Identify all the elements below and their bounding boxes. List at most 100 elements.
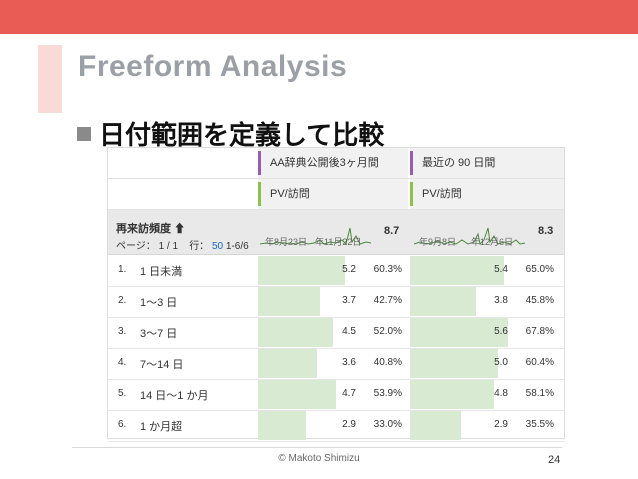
dimension-title: 再来訪頻度	[116, 223, 171, 235]
segment-1-cell: 3.7 42.7%	[258, 286, 408, 317]
percentage-value: 60.3%	[373, 264, 402, 275]
row-index: 6.	[118, 419, 127, 430]
segment-header-2[interactable]: 最近の 90 日間	[410, 148, 564, 178]
sparkline-segment-2	[413, 227, 526, 246]
metric-header-row: PV/訪問 PV/訪問	[108, 179, 564, 210]
segment-total-1: 8.7	[384, 225, 400, 237]
percentage-bar	[258, 349, 317, 378]
paging-controls: ページ： 1 / 1 行： 50 1-6/6	[116, 237, 258, 252]
percentage-value: 67.8%	[525, 326, 554, 337]
percentage-value: 53.9%	[373, 388, 402, 399]
metric-value: 2.9	[494, 419, 508, 430]
sparkline-segment-1	[259, 227, 372, 245]
title-accent-block	[38, 45, 62, 113]
percentage-bar	[410, 380, 494, 409]
bullet-text: 日付範囲を定義して比較	[99, 121, 385, 151]
percentage-bar	[410, 318, 508, 347]
row-index: 2.	[118, 295, 127, 306]
percentage-bar	[258, 287, 320, 316]
metric-value: 3.6	[342, 357, 356, 368]
rows-label: 行：	[189, 241, 210, 252]
row-label[interactable]: 7〜14 日	[140, 359, 184, 371]
segment-1-cell: 4.5 52.0%	[258, 317, 408, 348]
segment-header-1[interactable]: AA辞典公開後3ヶ月間	[258, 148, 408, 178]
row-range: 1-6/6	[225, 241, 249, 252]
segment-2-cell: 2.9 35.5%	[410, 410, 560, 441]
row-index: 3.	[118, 326, 127, 337]
segment-2-cell: 5.4 65.0%	[410, 255, 560, 286]
percentage-bar	[410, 287, 476, 316]
row-label[interactable]: 1 日未満	[140, 266, 183, 278]
percentage-bar	[258, 411, 306, 440]
slide-title: Freeform Analysis	[78, 50, 348, 83]
top-banner	[0, 0, 638, 34]
segment-1-cell: 5.2 60.3%	[258, 255, 408, 286]
metric-value: 3.8	[494, 295, 508, 306]
percentage-value: 40.8%	[373, 357, 402, 368]
freeform-report-table: AA辞典公開後3ヶ月間 最近の 90 日間 PV/訪問 PV/訪問 再来訪頻度 …	[107, 147, 565, 442]
page-label: ページ：	[116, 241, 156, 252]
page-number: 24	[548, 454, 561, 466]
percentage-value: 42.7%	[373, 295, 402, 306]
sparkline-end-date-1: 年11月22日	[315, 237, 362, 247]
row-label[interactable]: 3〜7 日	[140, 328, 178, 340]
segment-color-stripe	[258, 151, 261, 175]
percentage-bar	[410, 349, 498, 378]
dimension-header[interactable]: 再来訪頻度 ⬆	[116, 220, 185, 236]
row-index: 5.	[118, 388, 127, 399]
percentage-value: 35.5%	[525, 419, 554, 430]
metric-value: 5.0	[494, 357, 508, 368]
segment-color-stripe	[410, 151, 413, 175]
percentage-value: 60.4%	[525, 357, 554, 368]
metric-value: 2.9	[342, 419, 356, 430]
footer-divider	[72, 447, 562, 448]
percentage-bar	[258, 380, 336, 409]
segment-2-cell: 5.6 67.8%	[410, 317, 560, 348]
table-row[interactable]: 1. 1 日未満 5.2 60.3% 5.4 65.0%	[108, 255, 564, 287]
table-row[interactable]: 6. 1 か月超 2.9 33.0% 2.9 35.5%	[108, 410, 564, 442]
segment-name-2: 最近の 90 日間	[422, 157, 496, 169]
page-value: 1 / 1	[158, 241, 179, 252]
metric-header-1[interactable]: PV/訪問	[258, 179, 408, 209]
percentage-bar	[258, 256, 345, 285]
metric-value: 4.8	[494, 388, 508, 399]
metric-color-stripe	[410, 182, 413, 206]
table-row[interactable]: 3. 3〜7 日 4.5 52.0% 5.6 67.8%	[108, 317, 564, 349]
segment-1-cell: 3.6 40.8%	[258, 348, 408, 379]
percentage-value: 65.0%	[525, 264, 554, 275]
rows-per-page-select[interactable]: 50	[211, 241, 224, 252]
metric-header-2[interactable]: PV/訪問	[410, 179, 564, 209]
segment-2-cell: 5.0 60.4%	[410, 348, 560, 379]
table-row[interactable]: 2. 1〜3 日 3.7 42.7% 3.8 45.8%	[108, 286, 564, 318]
row-index: 4.	[118, 357, 127, 368]
sparkline-start-date-1: 年8月23日	[265, 237, 308, 247]
segment-2-cell: 4.8 58.1%	[410, 379, 560, 410]
table-row[interactable]: 5. 14 日〜1 か月 4.7 53.9% 4.8 58.1%	[108, 379, 564, 411]
segment-header-row: AA辞典公開後3ヶ月間 最近の 90 日間	[108, 148, 564, 179]
table-row[interactable]: 4. 7〜14 日 3.6 40.8% 5.0 60.4%	[108, 348, 564, 380]
arrow-up-icon: ⬆	[174, 223, 186, 235]
metric-value: 5.2	[342, 264, 356, 275]
sparkline-start-date-2: 年9月8日	[419, 237, 457, 247]
row-label[interactable]: 1〜3 日	[140, 297, 178, 309]
dimension-summary-row: 再来訪頻度 ⬆ ページ： 1 / 1 行： 50 1-6/6 年8月23日 年1…	[108, 210, 564, 255]
segment-1-cell: 2.9 33.0%	[258, 410, 408, 441]
metric-name-2: PV/訪問	[422, 188, 462, 200]
segment-total-2: 8.3	[538, 225, 554, 237]
metric-value: 5.4	[494, 264, 508, 275]
metric-value: 4.5	[342, 326, 356, 337]
row-index: 1.	[118, 264, 127, 275]
row-label[interactable]: 1 か月超	[140, 421, 183, 433]
percentage-bar	[258, 318, 333, 347]
percentage-value: 33.0%	[373, 419, 402, 430]
segment-1-cell: 4.7 53.9%	[258, 379, 408, 410]
copyright-notice: © Makoto Shimizu	[278, 453, 360, 464]
metric-color-stripe	[258, 182, 261, 206]
segment-name-1: AA辞典公開後3ヶ月間	[270, 157, 379, 169]
metric-value: 4.7	[342, 388, 356, 399]
percentage-value: 52.0%	[373, 326, 402, 337]
metric-value: 3.7	[342, 295, 356, 306]
metric-name-1: PV/訪問	[270, 188, 310, 200]
percentage-bar	[410, 256, 504, 285]
row-label[interactable]: 14 日〜1 か月	[140, 390, 209, 402]
